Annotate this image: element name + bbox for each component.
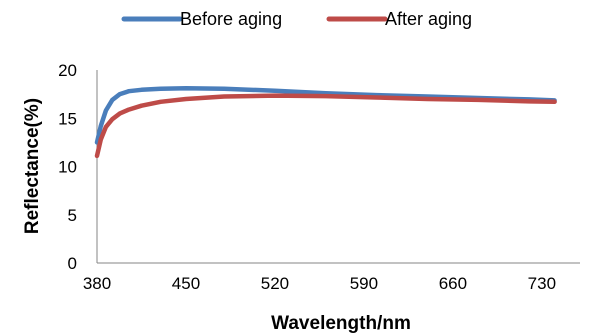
y-axis-title: Reflectance(%)	[22, 98, 43, 234]
series-line-after-aging	[94, 93, 557, 159]
y-tick-label: 15	[58, 109, 77, 128]
x-axis-title: Wavelength/nm	[271, 313, 411, 334]
y-tick-label: 0	[68, 254, 77, 273]
series-lines	[94, 86, 557, 159]
x-tick-label: 730	[528, 274, 556, 293]
x-tick-label: 660	[439, 274, 467, 293]
y-tick-labels: 0 5 10 15 20	[58, 61, 77, 273]
series-line-before-aging	[94, 86, 557, 145]
y-tick-label: 10	[58, 158, 77, 177]
x-tick-label: 450	[172, 274, 200, 293]
x-tick-label: 380	[83, 274, 111, 293]
x-tick-label: 520	[261, 274, 289, 293]
legend-label-before-aging: Before aging	[180, 9, 282, 29]
y-tick-label: 5	[68, 206, 77, 225]
x-tick-label: 590	[350, 274, 378, 293]
plot-area: 0 5 10 15 20 380 450 520 590 660 730	[58, 61, 580, 293]
legend: Before aging After aging	[121, 9, 472, 29]
legend-label-after-aging: After aging	[385, 9, 472, 29]
y-tick-label: 20	[58, 61, 77, 80]
x-tick-labels: 380 450 520 590 660 730	[83, 274, 556, 293]
